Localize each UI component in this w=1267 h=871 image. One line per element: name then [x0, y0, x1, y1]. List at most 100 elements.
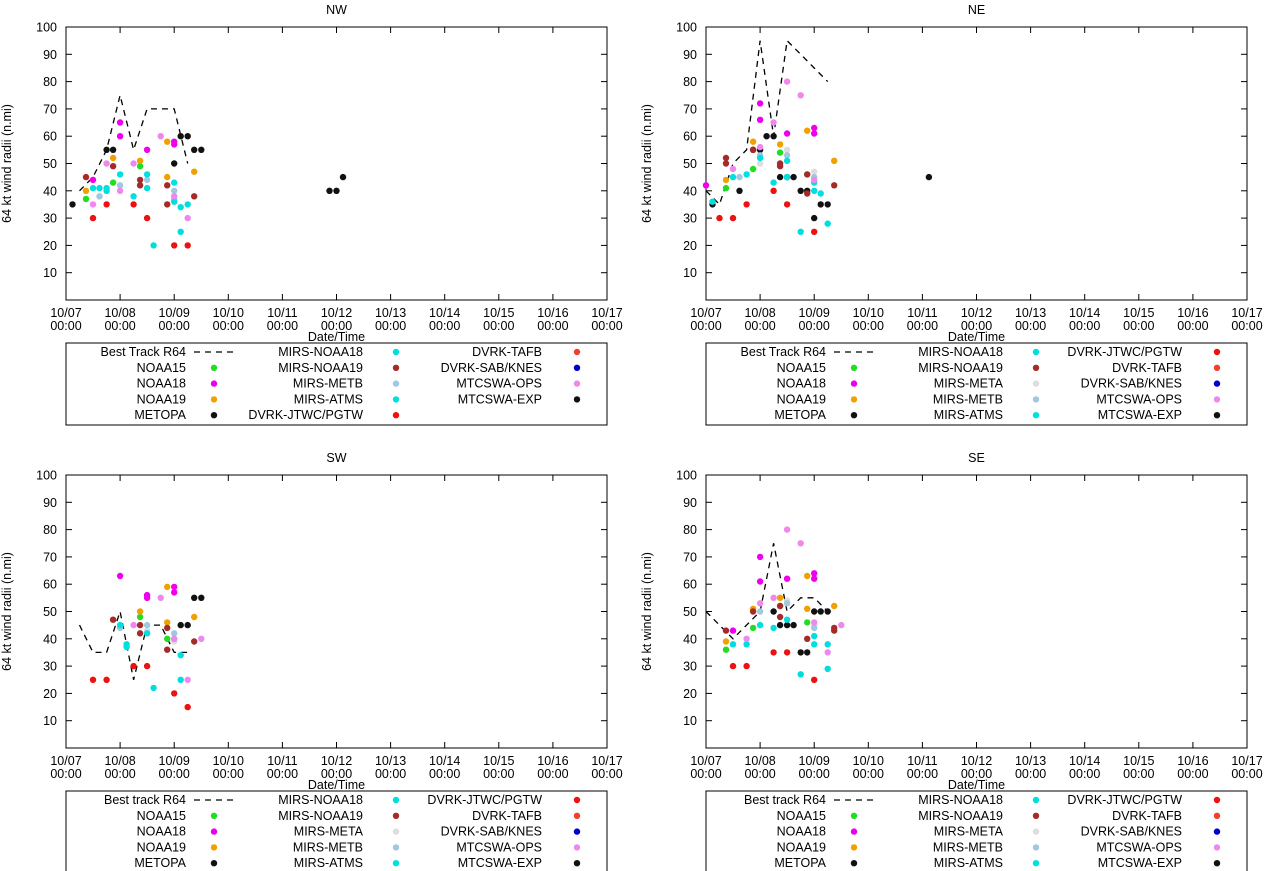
series-noaa18 [116, 572, 178, 601]
data-point [150, 242, 157, 249]
legend-dot-swatch [1213, 860, 1221, 867]
series-mtcswa-ops [743, 526, 845, 656]
data-point [831, 624, 838, 632]
data-point [177, 133, 184, 140]
x-tick-label: 00:00 [1015, 319, 1046, 333]
data-point [824, 608, 831, 615]
data-point [804, 605, 811, 612]
data-point [749, 624, 757, 632]
data-point [164, 646, 171, 653]
data-point [164, 635, 171, 642]
x-tick-label: 00:00 [853, 319, 884, 333]
legend-label: MTCSWA-EXP [1098, 408, 1182, 422]
legend-label: MIRS-METB [293, 840, 363, 854]
y-tick-label: 80 [683, 75, 697, 89]
data-point [811, 641, 818, 648]
y-tick-label: 10 [43, 714, 57, 728]
legend-label: Best track R64 [104, 793, 186, 807]
data-point [776, 141, 784, 148]
data-point [103, 676, 110, 683]
data-point [136, 157, 144, 164]
data-point [177, 676, 184, 683]
legend-dot-swatch [573, 348, 581, 356]
legend-box [705, 342, 1248, 426]
data-point [804, 171, 811, 178]
data-point [171, 589, 178, 596]
legend-label: Best Track R64 [101, 345, 186, 359]
x-tick-label: 10/14 [1069, 754, 1100, 768]
x-tick-label: 10/17 [591, 306, 622, 320]
data-point [164, 583, 171, 591]
data-point [171, 583, 178, 591]
data-point [729, 662, 737, 670]
y-tick-label: 90 [683, 48, 697, 62]
y-tick-label: 10 [43, 266, 57, 280]
data-point [143, 176, 151, 184]
y-tick-label: 40 [43, 184, 57, 198]
data-point [116, 621, 124, 629]
data-point [702, 182, 710, 189]
x-tick-label: 10/09 [159, 306, 190, 320]
chart-panel-se: SE10203040506070809010010/0700:0010/0800… [640, 451, 1263, 871]
data-point [729, 641, 737, 648]
legend-label: DVRK-SAB/KNES [441, 361, 542, 375]
x-tick-label: 10/17 [1231, 754, 1262, 768]
x-tick-label: 00:00 [159, 319, 190, 333]
x-tick-label: 10/16 [1177, 754, 1208, 768]
data-point [736, 173, 743, 181]
legend-label: DVRK-TAFB [1112, 361, 1182, 375]
y-tick-label: 50 [43, 157, 57, 171]
data-point [770, 187, 777, 194]
legend-dot-swatch [392, 396, 400, 403]
data-point [89, 214, 97, 222]
data-point [130, 193, 137, 200]
x-tick-label: 00:00 [267, 319, 298, 333]
y-tick-label: 70 [43, 102, 57, 116]
y-tick-label: 20 [43, 239, 57, 253]
data-point [783, 173, 791, 181]
data-point [770, 608, 777, 615]
data-point [722, 154, 730, 162]
series-dvrk-jtwc-pgtw [89, 662, 191, 711]
data-point [191, 168, 198, 175]
x-axis-label: Date/Time [308, 330, 365, 344]
data-point [743, 662, 750, 670]
data-point [776, 613, 784, 621]
data-point [177, 228, 184, 235]
data-point [326, 187, 333, 194]
x-tick-label: 10/11 [267, 306, 297, 320]
x-tick-label: 10/09 [799, 306, 830, 320]
x-tick-label: 10/17 [591, 754, 622, 768]
legend-label: MIRS-NOAA19 [278, 361, 363, 375]
legend-label: NOAA15 [777, 809, 826, 823]
x-tick-label: 10/13 [375, 754, 406, 768]
x-tick-label: 10/09 [799, 754, 830, 768]
x-tick-label: 00:00 [1177, 767, 1208, 781]
x-tick-label: 10/09 [159, 754, 190, 768]
data-point [96, 184, 103, 192]
x-tick-label: 00:00 [104, 319, 135, 333]
data-point [103, 160, 110, 167]
y-tick-label: 40 [43, 632, 57, 646]
x-tick-label: 10/13 [1015, 754, 1046, 768]
x-tick-label: 00:00 [321, 319, 352, 333]
legend-dot-swatch [392, 828, 400, 835]
data-point [804, 619, 811, 626]
data-point [749, 165, 757, 173]
legend-label: NOAA15 [137, 361, 186, 375]
legend-dot-swatch [210, 412, 218, 419]
legend-label: Best track R64 [744, 793, 826, 807]
data-point [804, 190, 811, 197]
series-mirs-noaa19 [82, 163, 198, 208]
x-tick-label: 00:00 [159, 767, 190, 781]
x-tick-label: 00:00 [213, 767, 244, 781]
data-point [783, 201, 791, 208]
data-point [776, 173, 784, 181]
data-point [756, 100, 764, 107]
data-point [184, 133, 191, 140]
data-point [143, 591, 151, 599]
x-tick-label: 00:00 [799, 319, 830, 333]
legend-dot-swatch [1032, 844, 1040, 851]
